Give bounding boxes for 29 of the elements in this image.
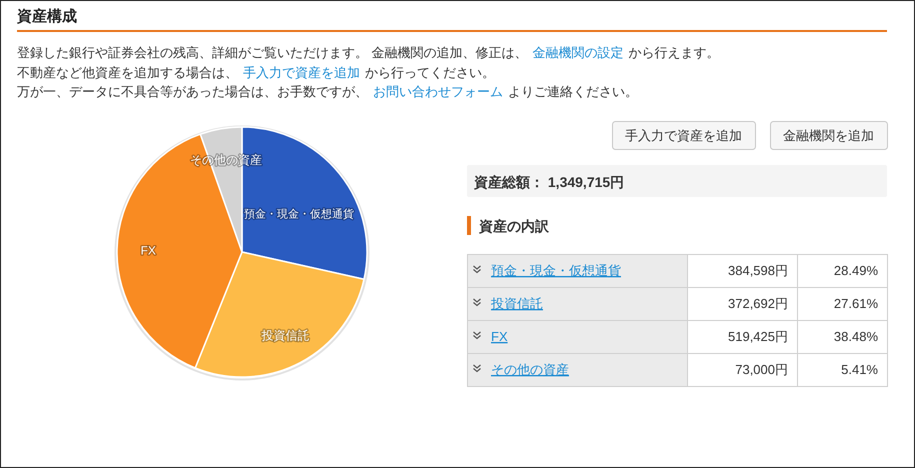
text: よりご連絡ください。 [508, 84, 638, 99]
percent-label: 28.49% [834, 263, 878, 278]
text: 不動産など他資産を追加する場合は、 [17, 65, 238, 80]
category-link: その他の資産 [491, 362, 569, 377]
slice-label: FX [140, 243, 156, 258]
link: お問い合わせフォーム [373, 84, 503, 99]
category-link: FX [491, 329, 508, 344]
amount-label: 372,692円 [728, 296, 788, 311]
text: から行ってください。 [365, 65, 495, 80]
text: 万が一、データに不具合等があった場合は、お手数ですが、 [17, 84, 368, 99]
slice-label: 投資信託 [262, 328, 310, 342]
amount-label: 384,598円 [728, 263, 788, 278]
heading: 資産の内訳 [479, 218, 549, 234]
slice-label: 預金・現金・仮想通貨 [244, 208, 354, 220]
amount-label: 519,425円 [728, 329, 788, 344]
total: 資産総額： 1,349,715円 [474, 174, 624, 190]
amount-label: 73,000円 [735, 362, 788, 377]
button: 金融機関を追加 [770, 121, 888, 150]
link: 手入力で資産を追加 [243, 65, 360, 80]
link: 金融機関の設定 [532, 45, 624, 60]
text: 登録した銀行や証券会社の残高、詳細がご覧いただけます。 金融機関の追加、修正は、 [17, 45, 528, 60]
percent-label: 27.61% [834, 296, 878, 311]
title: 資産構成 [17, 8, 77, 25]
category-link: 預金・現金・仮想通貨 [491, 263, 621, 278]
percent-label: 5.41% [841, 362, 878, 377]
category-link: 投資信託 [491, 296, 543, 311]
button: 手入力で資産を追加 [612, 121, 756, 150]
percent-label: 38.48% [834, 329, 878, 344]
text: から行えます。 [628, 45, 720, 60]
